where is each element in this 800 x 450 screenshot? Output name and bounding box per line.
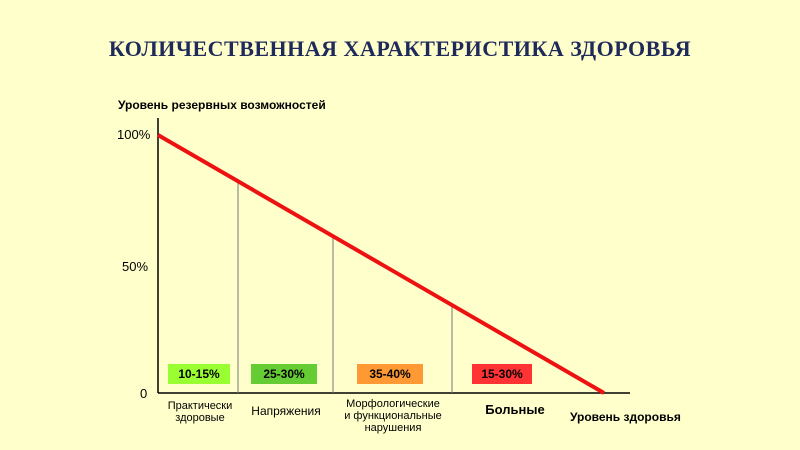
range-badge-tension: 25-30% <box>251 364 317 384</box>
group-label-sick: Больные <box>485 402 545 417</box>
x-axis-label: Уровень здоровья <box>570 410 681 424</box>
y-tick-100: 100% <box>117 127 151 142</box>
range-badge-sick: 15-30% <box>472 364 532 384</box>
group-label-disorders: Морфологические и функциональные нарушен… <box>344 398 442 434</box>
y-tick-0: 0 <box>140 386 148 401</box>
range-badge-healthy: 10-15% <box>168 364 230 384</box>
y-axis-label: Уровень резервных возможностей <box>118 98 326 112</box>
y-tick-50: 50% <box>122 259 149 274</box>
group-label-healthy: Практически здоровые <box>167 400 233 424</box>
health-decline-line <box>156 133 606 395</box>
page-title: КОЛИЧЕСТВЕННАЯ ХАРАКТЕРИСТИКА ЗДОРОВЬЯ <box>108 36 692 61</box>
group-label-tension: Напряжения <box>251 404 321 418</box>
range-badge-disorders: 35-40% <box>357 364 423 384</box>
